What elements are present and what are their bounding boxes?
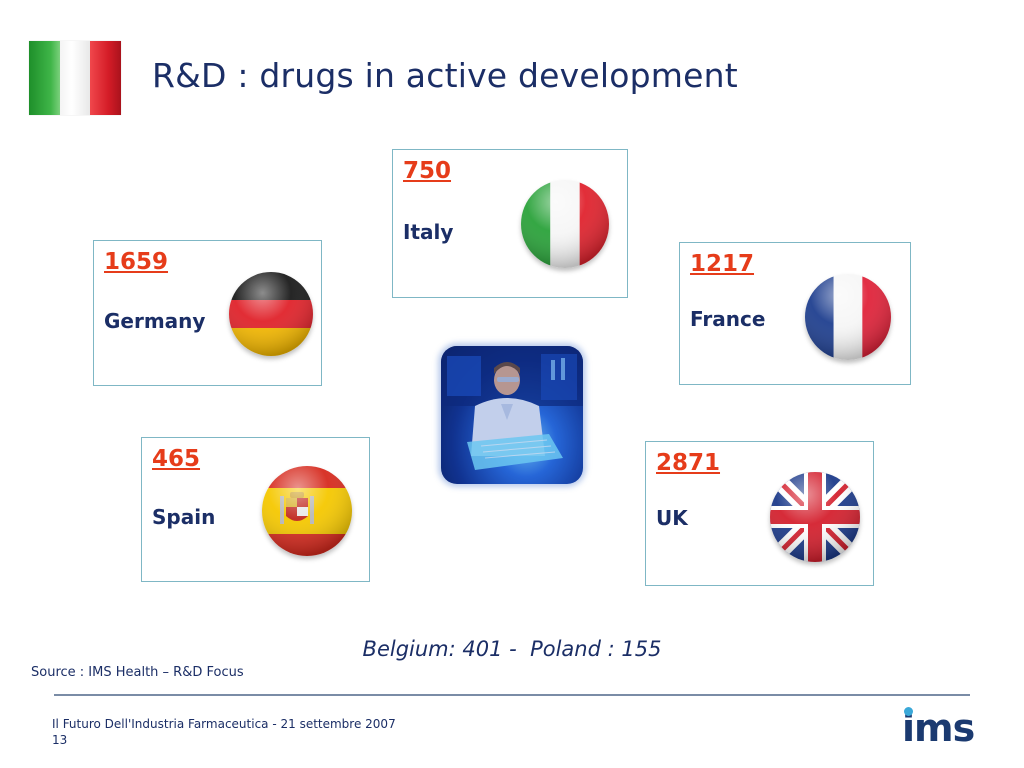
- laboratory-researcher-photo: [441, 346, 583, 484]
- country-box-germany: 1659 Germany: [93, 240, 322, 386]
- country-box-uk: 2871 UK: [645, 441, 874, 586]
- italy-flag-icon: [29, 41, 121, 115]
- footer-text: Il Futuro Dell'Industria Farmaceutica - …: [52, 716, 396, 748]
- country-name: France: [690, 307, 766, 331]
- country-box-italy: 750 Italy: [392, 149, 628, 298]
- footer-divider: [54, 694, 970, 696]
- source-note: Source : IMS Health – R&D Focus: [31, 665, 244, 680]
- germany-flag-icon: [229, 272, 313, 356]
- country-count: 750: [403, 158, 452, 184]
- page-title: R&D : drugs in active development: [152, 56, 738, 95]
- ims-logo-dot: [904, 707, 913, 716]
- italy-flag-icon: [521, 180, 609, 268]
- country-count: 1659: [104, 249, 169, 275]
- country-name: Italy: [403, 220, 454, 244]
- country-box-france: 1217 France: [679, 242, 911, 385]
- ims-logo-text: ims: [902, 706, 975, 750]
- country-name: Germany: [104, 309, 206, 333]
- country-count: 2871: [656, 450, 721, 476]
- other-countries-note: Belgium: 401 - Poland : 155: [362, 637, 662, 661]
- country-count: 465: [152, 446, 201, 472]
- country-name: Spain: [152, 505, 216, 529]
- france-flag-icon: [805, 274, 891, 360]
- country-name: UK: [656, 506, 688, 530]
- ims-logo: ims: [902, 706, 975, 750]
- country-count: 1217: [690, 251, 755, 277]
- footer-event: Il Futuro Dell'Industria Farmaceutica - …: [52, 717, 396, 731]
- uk-flag-icon: [770, 472, 860, 562]
- spain-flag-icon: [262, 466, 352, 556]
- country-box-spain: 465 Spain: [141, 437, 370, 582]
- page-number: 13: [52, 733, 68, 747]
